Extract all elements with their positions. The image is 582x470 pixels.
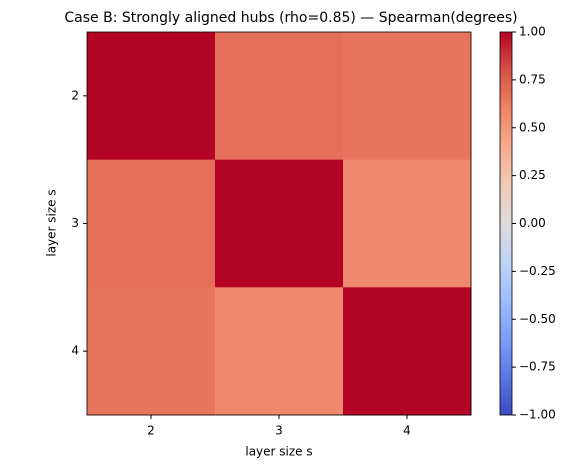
heatmap-cell [343,32,472,161]
y-tick-label: 4 [71,344,79,358]
colorbar [499,31,513,416]
colorbar-tick-label: −0.75 [519,360,556,374]
y-axis-label: layer size s [45,189,59,256]
heatmap-cell [215,32,344,161]
heatmap-cell [87,159,216,288]
colorbar-tick-label: 0.00 [519,216,546,230]
y-tick-label: 2 [71,88,79,102]
chart-title: Case B: Strongly aligned hubs (rho=0.85)… [64,10,517,26]
colorbar-tick-label: 1.00 [519,25,546,39]
heatmap-cell [87,32,216,161]
x-tick-label: 2 [147,424,155,438]
x-tick-label: 4 [403,424,411,438]
y-tick-label: 3 [71,216,79,230]
x-tick-label: 3 [275,424,283,438]
heatmap-cell [215,287,344,416]
x-axis-label: layer size s [245,445,312,459]
colorbar-tick-label: 0.50 [519,120,546,134]
colorbar-tick-label: −1.00 [519,408,556,422]
colorbar-tick-label: 0.25 [519,168,546,182]
heatmap-cell [343,287,472,416]
colorbar-tick-label: 0.75 [519,72,546,86]
heatmap-cell [215,159,344,288]
colorbar-tick-label: −0.50 [519,312,556,326]
heatmap-cell [87,287,216,416]
heatmap-cell [343,159,472,288]
colorbar-tick-label: −0.25 [519,264,556,278]
